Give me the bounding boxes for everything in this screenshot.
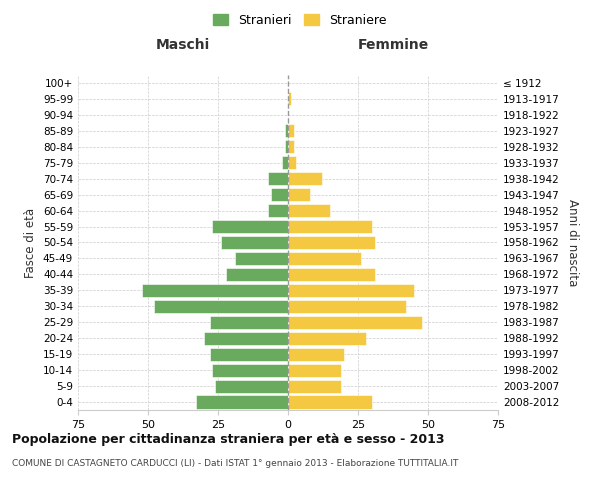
Bar xyxy=(154,300,288,313)
Bar xyxy=(235,252,288,265)
Legend: Stranieri, Straniere: Stranieri, Straniere xyxy=(208,8,392,32)
Y-axis label: Fasce di età: Fasce di età xyxy=(25,208,37,278)
Bar xyxy=(204,332,288,345)
Bar xyxy=(212,220,288,233)
Bar xyxy=(288,396,372,408)
Bar xyxy=(285,140,288,153)
Text: Popolazione per cittadinanza straniera per età e sesso - 2013: Popolazione per cittadinanza straniera p… xyxy=(12,432,445,446)
Bar xyxy=(209,348,288,360)
Bar xyxy=(268,172,288,185)
Bar xyxy=(209,316,288,329)
Bar xyxy=(288,380,341,392)
Bar xyxy=(288,124,293,138)
Text: Maschi: Maschi xyxy=(156,38,210,52)
Bar xyxy=(288,300,406,313)
Bar xyxy=(283,156,288,170)
Bar xyxy=(288,172,322,185)
Bar xyxy=(268,204,288,217)
Bar xyxy=(271,188,288,201)
Bar xyxy=(288,156,296,170)
Bar xyxy=(288,316,422,329)
Bar xyxy=(288,188,310,201)
Bar xyxy=(285,124,288,138)
Bar xyxy=(288,332,367,345)
Bar xyxy=(288,252,361,265)
Bar xyxy=(221,236,288,249)
Bar xyxy=(215,380,288,392)
Text: Femmine: Femmine xyxy=(358,38,428,52)
Bar xyxy=(288,204,330,217)
Bar xyxy=(288,236,375,249)
Bar xyxy=(288,284,414,297)
Bar xyxy=(288,364,341,376)
Bar xyxy=(196,396,288,408)
Bar xyxy=(212,364,288,376)
Y-axis label: Anni di nascita: Anni di nascita xyxy=(566,199,579,286)
Bar xyxy=(142,284,288,297)
Bar xyxy=(288,348,344,360)
Bar xyxy=(288,92,291,106)
Bar xyxy=(288,140,293,153)
Bar xyxy=(226,268,288,281)
Bar xyxy=(288,220,372,233)
Text: COMUNE DI CASTAGNETO CARDUCCI (LI) - Dati ISTAT 1° gennaio 2013 - Elaborazione T: COMUNE DI CASTAGNETO CARDUCCI (LI) - Dat… xyxy=(12,459,458,468)
Bar xyxy=(288,268,375,281)
